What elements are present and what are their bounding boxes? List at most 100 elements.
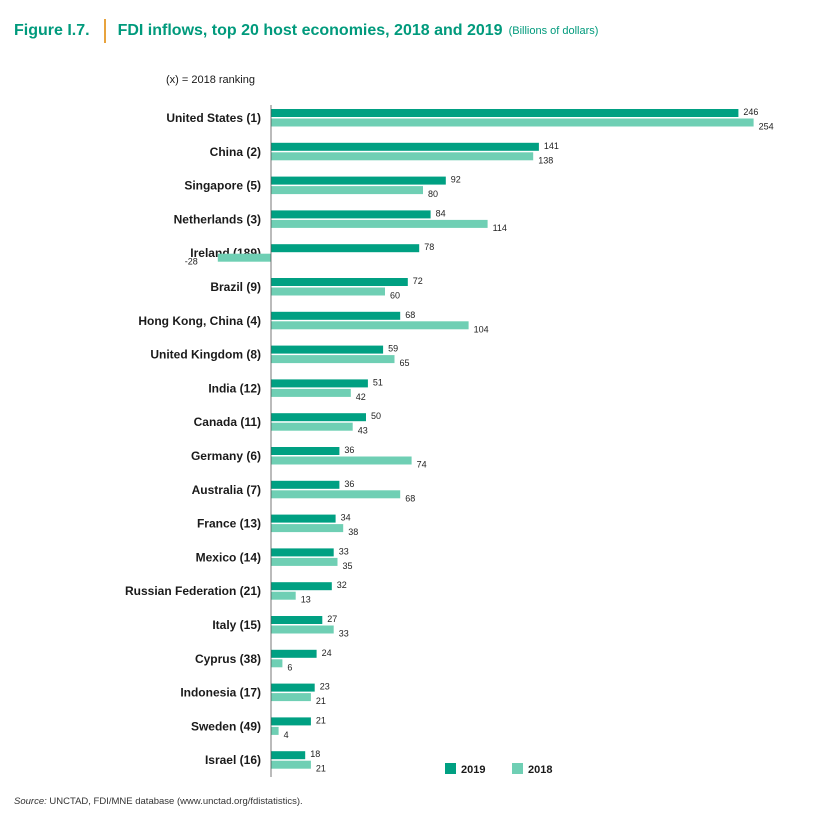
category-label: Brazil (9): [210, 280, 261, 294]
figure-title: FDI inflows, top 20 host economies, 2018…: [117, 22, 503, 39]
data-label-2019: 18: [310, 749, 320, 759]
bar-2019: [271, 210, 431, 219]
category-label: Cyprus (38): [195, 652, 261, 666]
source-label: Source:: [14, 796, 47, 807]
category-label: India (12): [208, 381, 261, 395]
category-label: Hong Kong, China (4): [138, 314, 261, 328]
category-label: China (2): [210, 145, 261, 159]
ranking-note: (x) = 2018 ranking: [166, 74, 255, 86]
data-label-2018: -28: [185, 257, 198, 267]
data-label-2019: 24: [322, 648, 332, 658]
data-label-2018: 43: [358, 426, 368, 436]
category-label: Indonesia (17): [180, 686, 261, 700]
bar-2019: [271, 379, 368, 388]
bar-2019: [271, 717, 311, 726]
legend-swatch-2019: [445, 763, 456, 774]
bar-2018: [271, 287, 385, 296]
data-label-2019: 23: [320, 682, 330, 692]
bar-2018: [271, 152, 534, 161]
bar-2018: [271, 726, 279, 735]
figure-header: Figure I.7. FDI inflows, top 20 host eco…: [14, 18, 598, 44]
bar-2018: [271, 422, 353, 431]
bar-2018: [271, 693, 311, 702]
data-label-2018: 114: [493, 223, 507, 233]
data-label-2019: 21: [316, 715, 326, 725]
data-label-2019: 32: [337, 580, 347, 590]
title-divider: [103, 19, 106, 43]
data-label-2019: 78: [424, 242, 434, 252]
source-text: UNCTAD, FDI/MNE database (www.unctad.org…: [49, 796, 303, 807]
bar-2019: [271, 683, 315, 692]
data-label-2018: 80: [428, 189, 438, 199]
bar-2018: [271, 659, 283, 668]
data-label-2018: 21: [316, 696, 326, 706]
bar-2018: [271, 490, 401, 499]
bar-2018: [271, 557, 338, 566]
category-label: Netherlands (3): [174, 212, 261, 226]
bar-2019: [271, 751, 306, 760]
category-label: Singapore (5): [184, 179, 261, 193]
legend-label-2018: 2018: [528, 764, 552, 776]
data-label-2019: 68: [405, 310, 415, 320]
bar-2019: [271, 109, 739, 117]
bar-2018: [271, 355, 395, 364]
category-label: Germany (6): [191, 449, 261, 463]
data-label-2019: 59: [388, 344, 398, 354]
bar-2019: [271, 311, 401, 320]
category-label: Sweden (49): [191, 719, 261, 733]
data-label-2018: 104: [474, 324, 489, 334]
legend-label-2019: 2019: [461, 764, 485, 776]
category-label: Canada (11): [194, 415, 261, 429]
category-label: Australia (7): [192, 483, 261, 497]
bar-2019: [271, 514, 336, 523]
data-label-2019: 92: [451, 175, 461, 185]
data-label-2019: 36: [344, 479, 354, 489]
bar-2018: [271, 118, 754, 127]
data-label-2018: 21: [316, 764, 326, 774]
bar-2018: [271, 388, 351, 397]
data-label-2019: 84: [436, 208, 446, 218]
bar-2018: [271, 186, 423, 195]
data-label-2018: 74: [417, 460, 427, 470]
data-label-2019: 36: [344, 445, 354, 455]
data-label-2019: 33: [339, 546, 349, 556]
data-label-2018: 68: [405, 493, 415, 503]
category-label: United States (1): [166, 111, 261, 125]
data-label-2019: 246: [743, 107, 758, 117]
data-label-2019: 72: [413, 276, 423, 286]
data-label-2018: 4: [284, 730, 289, 740]
data-label-2018: 6: [287, 662, 292, 672]
bar-2019: [271, 176, 446, 185]
data-label-2018: 254: [759, 122, 774, 132]
bar-2019: [271, 616, 323, 624]
bar-2019: [271, 413, 366, 422]
data-label-2018: 65: [400, 358, 410, 368]
bar-2019: [271, 447, 340, 455]
data-label-2019: 50: [371, 411, 381, 421]
data-label-2018: 33: [339, 629, 349, 639]
data-label-2019: 51: [373, 377, 383, 387]
figure-label: Figure I.7.: [14, 22, 90, 39]
data-label-2018: 35: [343, 561, 353, 571]
data-label-2019: 141: [544, 141, 559, 151]
data-label-2018: 38: [348, 527, 358, 537]
bar-2018: [271, 625, 334, 634]
legend-swatch-2018: [512, 763, 523, 774]
bar-2018: [217, 253, 271, 262]
data-label-2019: 34: [341, 513, 351, 523]
bar-2019: [271, 278, 408, 286]
category-label: United Kingdom (8): [150, 348, 261, 362]
category-label: France (13): [197, 517, 261, 531]
bar-2019: [271, 649, 317, 658]
figure-unit: (Billions of dollars): [508, 25, 599, 37]
category-label: Israel (16): [205, 753, 261, 767]
source-note: Source: UNCTAD, FDI/MNE database (www.un…: [14, 796, 303, 807]
bar-2019: [271, 244, 420, 253]
bar-2019: [271, 582, 332, 591]
category-label: Mexico (14): [196, 550, 261, 564]
bar-2018: [271, 591, 296, 600]
bar-2019: [271, 480, 340, 489]
bar-2018: [271, 524, 344, 533]
category-label: Russian Federation (21): [125, 584, 261, 598]
bar-2018: [271, 219, 488, 228]
